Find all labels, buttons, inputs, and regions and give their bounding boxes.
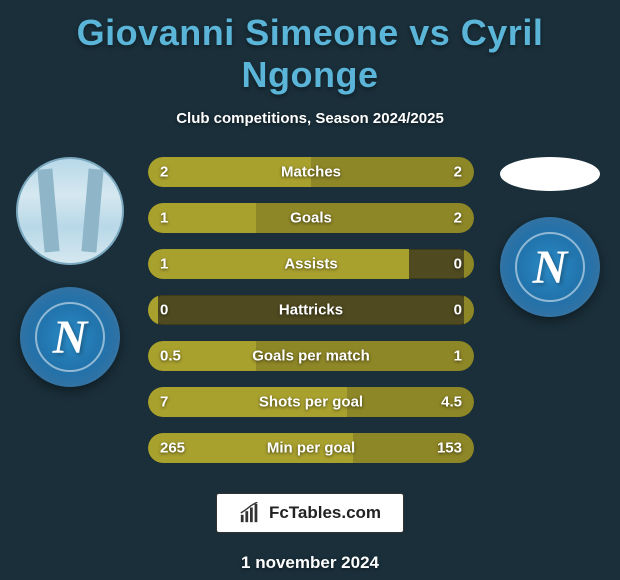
stat-value-left: 0.5 xyxy=(160,348,181,365)
stat-row: 7 4.5 Shots per goal xyxy=(148,387,474,417)
stat-value-left: 1 xyxy=(160,256,168,273)
bar-right xyxy=(464,249,474,279)
stat-row: 265 153 Min per goal xyxy=(148,433,474,463)
stat-row: 0 0 Hattricks xyxy=(148,295,474,325)
stat-row: 0.5 1 Goals per match xyxy=(148,341,474,371)
stat-label: Shots per goal xyxy=(259,394,363,411)
stat-value-left: 1 xyxy=(160,210,168,227)
stat-value-left: 265 xyxy=(160,440,185,457)
comparison-title: Giovanni Simeone vs Cyril Ngonge xyxy=(10,12,610,96)
stat-bars: 2 2 Matches 1 2 Goals 1 0 Assists 0 0 Hattricks 0.5 1… xyxy=(148,157,474,479)
stat-value-right: 1 xyxy=(454,348,462,365)
napoli-badge-ring: N xyxy=(35,302,105,372)
right-player-badge xyxy=(500,157,600,191)
napoli-n-icon: N xyxy=(533,240,568,295)
stat-label: Goals xyxy=(290,210,332,227)
stat-label: Min per goal xyxy=(267,440,355,457)
right-club-badge: N xyxy=(500,217,600,317)
stat-value-right: 0 xyxy=(454,256,462,273)
right-player-badges: N xyxy=(490,157,610,477)
left-player-badges: N xyxy=(10,157,130,477)
stat-row: 1 0 Assists xyxy=(148,249,474,279)
napoli-n-icon: N xyxy=(53,310,88,365)
bar-left xyxy=(148,249,409,279)
stat-value-right: 2 xyxy=(454,210,462,227)
fctables-label: FcTables.com xyxy=(269,503,381,523)
left-player-jersey xyxy=(16,157,124,265)
napoli-badge-ring: N xyxy=(515,232,585,302)
bar-left xyxy=(148,295,158,325)
stat-label: Matches xyxy=(281,164,341,181)
stat-label: Assists xyxy=(284,256,337,273)
stat-value-right: 0 xyxy=(454,302,462,319)
stat-value-right: 153 xyxy=(437,440,462,457)
chart-icon xyxy=(239,502,261,524)
subtitle: Club competitions, Season 2024/2025 xyxy=(10,110,610,127)
stat-value-left: 7 xyxy=(160,394,168,411)
stat-row: 1 2 Goals xyxy=(148,203,474,233)
stat-label: Hattricks xyxy=(279,302,343,319)
stat-value-left: 0 xyxy=(160,302,168,319)
bar-right xyxy=(464,295,474,325)
bar-right xyxy=(256,203,474,233)
stats-area: N N 2 2 Matches 1 2 Goals 1 0 Assists 0 0 Hattricks… xyxy=(10,157,610,477)
stat-label: Goals per match xyxy=(252,348,370,365)
stat-value-left: 2 xyxy=(160,164,168,181)
stat-value-right: 2 xyxy=(454,164,462,181)
stat-row: 2 2 Matches xyxy=(148,157,474,187)
fctables-badge[interactable]: FcTables.com xyxy=(216,493,404,533)
left-club-badge: N xyxy=(20,287,120,387)
footer: FcTables.com xyxy=(10,493,610,533)
snapshot-date: 1 november 2024 xyxy=(10,553,610,573)
stat-value-right: 4.5 xyxy=(441,394,462,411)
